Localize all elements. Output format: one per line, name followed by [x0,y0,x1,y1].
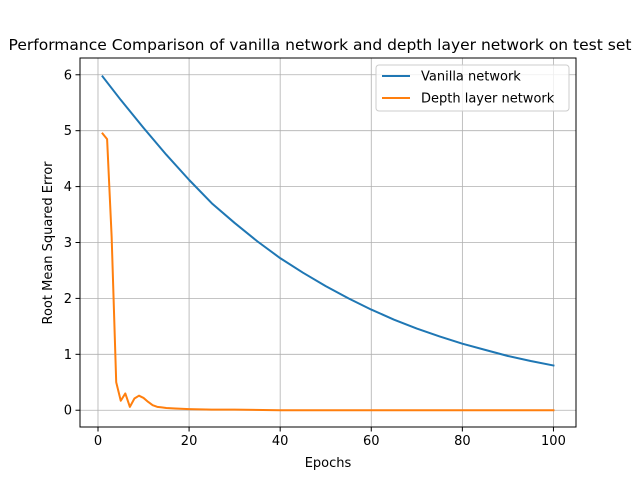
y-tick-label: 0 [64,404,72,419]
x-axis-label: Epochs [305,456,352,471]
y-tick-label: 3 [64,236,72,251]
chart-title: Performance Comparison of vanilla networ… [9,36,632,54]
x-tick-label: 100 [541,434,566,449]
y-tick-label: 1 [64,348,72,363]
x-tick-label: 0 [94,434,102,449]
x-tick-label: 80 [454,434,471,449]
y-axis-label: Root Mean Squared Error [41,161,56,325]
y-tick-label: 4 [64,180,72,195]
legend: Vanilla network Depth layer network [376,65,569,111]
x-tick-label: 20 [181,434,198,449]
y-tick-label: 5 [64,124,72,139]
legend-label: Depth layer network [421,92,555,107]
x-tick-label: 40 [272,434,289,449]
legend-label: Vanilla network [421,70,521,85]
x-tick-label: 60 [363,434,380,449]
y-tick-label: 6 [64,68,72,83]
y-tick-label: 2 [64,292,72,307]
